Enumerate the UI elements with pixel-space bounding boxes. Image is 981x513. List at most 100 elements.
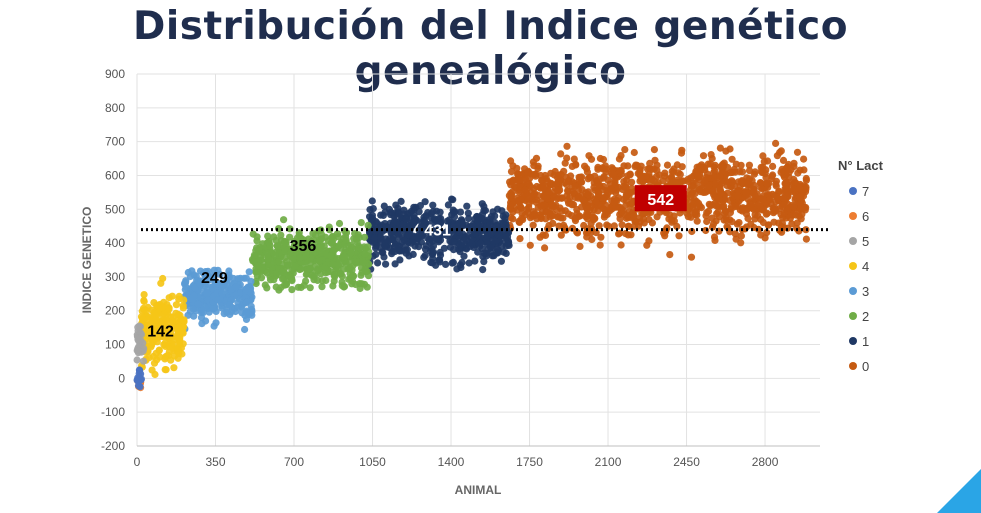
x-tick-label: 1750 (516, 455, 543, 469)
data-point (310, 273, 318, 281)
data-point (362, 268, 370, 276)
data-point (540, 184, 548, 192)
data-point (777, 168, 785, 176)
legend-swatch (849, 237, 857, 245)
x-tick-label: 2800 (752, 455, 779, 469)
data-point (645, 215, 653, 224)
data-point (328, 233, 336, 242)
data-point (364, 221, 372, 229)
data-point (589, 216, 598, 224)
data-point (347, 241, 355, 249)
data-point (519, 216, 527, 224)
data-point (632, 161, 640, 169)
x-tick-label: 350 (205, 455, 225, 469)
y-tick-label: -200 (101, 439, 125, 453)
data-point (557, 150, 565, 158)
data-point (442, 260, 450, 268)
data-point (444, 201, 452, 209)
data-point (529, 221, 537, 229)
data-point (494, 247, 503, 255)
data-point (745, 161, 754, 169)
data-point (410, 219, 418, 227)
y-tick-label: 400 (105, 236, 125, 250)
data-point (742, 188, 750, 197)
data-point (318, 248, 326, 257)
data-point (273, 242, 281, 250)
data-point (159, 274, 167, 283)
data-point (744, 214, 752, 222)
data-point (425, 235, 433, 243)
data-point (624, 172, 632, 180)
data-point (487, 229, 495, 238)
data-point (134, 377, 142, 385)
data-point (759, 152, 767, 160)
data-point (387, 208, 395, 217)
data-point (152, 316, 160, 324)
data-point (592, 198, 600, 206)
data-point (296, 254, 304, 262)
data-point (170, 336, 178, 344)
data-point (693, 217, 701, 225)
data-point (389, 236, 397, 244)
data-point (566, 194, 574, 202)
data-point (188, 295, 196, 303)
legend-swatch (849, 337, 857, 345)
data-point (737, 232, 746, 240)
data-point (644, 165, 652, 173)
data-point (754, 211, 762, 220)
data-point (716, 144, 725, 152)
data-point (175, 349, 183, 358)
data-point (338, 282, 346, 290)
data-point (596, 241, 604, 249)
legend-swatch (849, 212, 857, 220)
data-point (302, 252, 310, 260)
data-point (327, 252, 335, 260)
data-point (802, 174, 810, 183)
data-point (726, 145, 734, 153)
mean-label: 249 (201, 270, 228, 287)
data-point (306, 284, 314, 292)
data-point (628, 178, 636, 186)
data-point (699, 152, 708, 160)
data-point (571, 214, 579, 223)
data-point (379, 211, 387, 219)
data-point (565, 177, 573, 185)
legend-label: 4 (862, 259, 869, 274)
data-point (242, 285, 250, 293)
data-point (287, 249, 295, 257)
data-point (728, 155, 736, 163)
data-point (361, 250, 369, 258)
data-point (245, 268, 253, 276)
data-point (791, 178, 799, 186)
data-point (297, 265, 305, 273)
data-point (707, 151, 715, 159)
x-axis-title: ANIMAL (455, 483, 502, 497)
data-point (743, 204, 751, 212)
data-point (255, 247, 263, 255)
data-point (711, 167, 719, 175)
data-point (622, 197, 631, 205)
data-point (734, 192, 742, 200)
data-point (382, 260, 390, 268)
data-point (555, 194, 563, 202)
data-point (704, 160, 712, 168)
data-point (180, 317, 188, 325)
data-point (182, 278, 190, 286)
data-point (418, 229, 426, 237)
data-point (801, 204, 809, 212)
data-point (465, 259, 473, 267)
y-tick-label: 500 (105, 202, 125, 216)
data-point (334, 261, 342, 269)
data-point (335, 242, 343, 250)
data-point (140, 297, 148, 306)
data-point (557, 214, 565, 222)
data-point (557, 231, 565, 239)
data-point (465, 214, 473, 223)
data-point (148, 366, 156, 374)
data-point (432, 235, 440, 243)
data-point (212, 319, 220, 327)
data-point (209, 273, 217, 281)
legend-swatch (849, 287, 857, 295)
data-point (254, 262, 262, 270)
data-point (765, 196, 774, 204)
